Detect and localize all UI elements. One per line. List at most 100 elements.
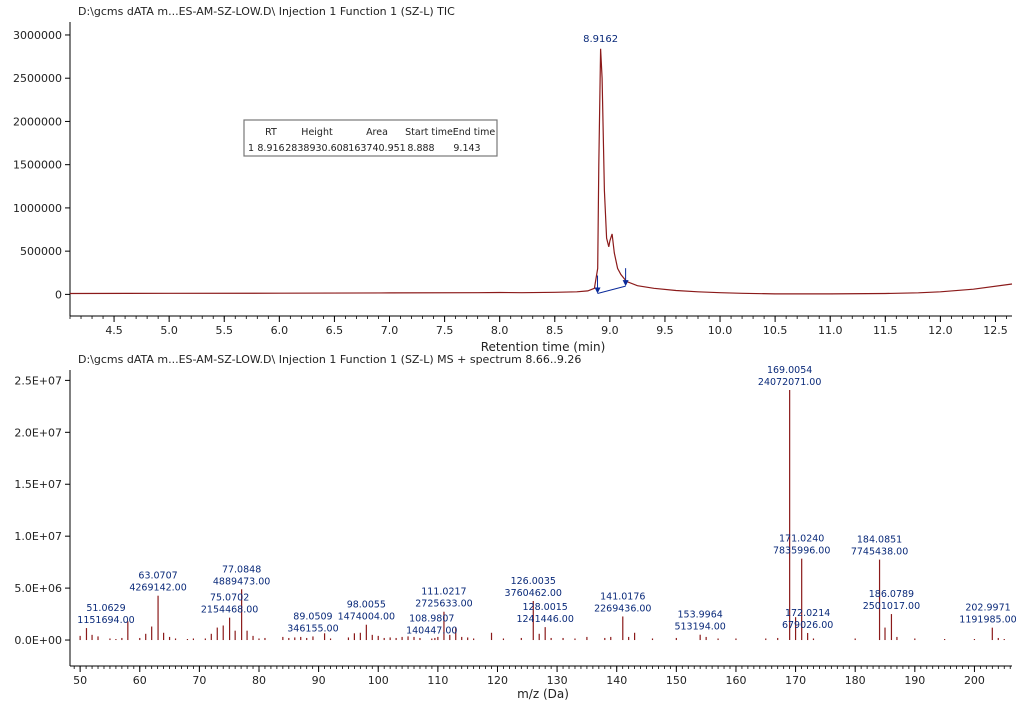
tic-x-tick-label: 4.5 [105, 324, 123, 337]
spectrum-peak-intensity-label: 1191985.00 [959, 615, 1016, 626]
table-cell-rt: 8.916 [257, 143, 284, 154]
integration-table-border [243, 119, 498, 157]
spectrum-peak-mz-label: 111.0217 [421, 587, 466, 598]
tic-marks: 8.9162 [69, 34, 1013, 295]
spectrum-peak-mz-label: 141.0176 [600, 591, 645, 602]
tic-x-tick-label: 7.0 [381, 324, 399, 337]
spectrum-peak-mz-label: 169.0054 [767, 365, 812, 376]
tic-x-axis-label: Retention time (min) [481, 340, 606, 354]
spectrum-peak-mz-label: 108.9807 [409, 614, 454, 625]
spectrum-peak-intensity-label: 513194.00 [674, 622, 725, 633]
spectrum-x-tick-label: 190 [904, 674, 925, 687]
spectrum-y-tick-label: 1.5E+07 [14, 478, 62, 491]
spectrum-peak-mz-label: 202.9971 [965, 603, 1010, 614]
tic-x-tick-label: 12.0 [928, 324, 953, 337]
table-header-start-time: Start time [405, 127, 453, 138]
spectrum-peak-mz-label: 184.0851 [857, 535, 902, 546]
tic-title: D:\gcms dATA m...ES-AM-SZ-LOW.D\ Injecti… [78, 5, 455, 18]
tic-end-marker [622, 280, 629, 287]
tic-peak-label: 8.9162 [583, 34, 618, 45]
spectrum-x-tick-label: 150 [666, 674, 687, 687]
spectrum-x-tick-label: 100 [368, 674, 389, 687]
tic-axes: 0 500000 1000000 1500000 2000000 2500000 30000… [13, 22, 1012, 337]
tic-x-tick-label: 9.5 [656, 324, 674, 337]
table-cell-height: 2838930.608 [285, 143, 348, 154]
tic-x-tick-label: 11.5 [873, 324, 898, 337]
tic-x-tick-label: 10.5 [763, 324, 788, 337]
spectrum-y-tick-label: 0.0E+00 [14, 634, 62, 647]
tic-x-tick-label: 12.5 [983, 324, 1008, 337]
tic-x-tick-label: 7.5 [436, 324, 454, 337]
tic-x-tick-label: 6.5 [326, 324, 344, 337]
spectrum-peak-mz-label: 63.0707 [138, 571, 177, 582]
spectrum-peak-mz-label: 126.0035 [511, 576, 556, 587]
spectrum-peak-intensity-label: 3760462.00 [505, 588, 562, 599]
tic-x-tick-label: 5.5 [215, 324, 233, 337]
spectrum-peak-mz-label: 186.0789 [869, 589, 914, 600]
tic-y-tick-label: 2000000 [13, 115, 62, 128]
spectrum-y-tick-label: 2.5E+07 [14, 374, 62, 387]
spectrum-peak-intensity-label: 2725633.00 [415, 599, 472, 610]
spectrum-peak-mz-label: 77.0848 [222, 564, 261, 575]
tic-start-marker [594, 287, 601, 294]
table-cell-area: 163740.951 [348, 143, 405, 154]
spectrum-peak-mz-label: 128.0015 [523, 602, 568, 613]
spectrum-peak-intensity-label: 24072071.00 [758, 377, 821, 388]
spectrum-peak-mz-label: 153.9964 [677, 610, 722, 621]
spectrum-peak-intensity-label: 140447.00 [406, 626, 457, 637]
spectrum-x-tick-label: 70 [192, 674, 206, 687]
spectrum-x-tick-label: 110 [427, 674, 448, 687]
spectrum-x-axis-label: m/z (Da) [517, 687, 569, 701]
spectrum-x-tick-label: 200 [964, 674, 985, 687]
spectrum-y-tick-label: 1.0E+07 [14, 530, 62, 543]
spectrum-x-tick-label: 170 [785, 674, 806, 687]
spectrum-x-tick-label: 50 [73, 674, 87, 687]
spectrum-peak-intensity-label: 1241446.00 [516, 614, 573, 625]
spectrum-y-tick-label: 5.0E+06 [14, 582, 62, 595]
spectrum-peak-mz-label: 171.0240 [779, 534, 824, 545]
tic-y-tick-label: 1500000 [13, 159, 62, 172]
tic-panel: D:\gcms dATA m...ES-AM-SZ-LOW.D\ Injecti… [13, 5, 1013, 354]
spectrum-x-tick-label: 80 [252, 674, 266, 687]
table-header-height: Height [301, 127, 333, 138]
spectrum-x-tick-label: 90 [312, 674, 326, 687]
spectrum-peak-intensity-label: 2501017.00 [863, 601, 920, 612]
tic-x-tick-label: 6.0 [271, 324, 289, 337]
spectrum-x-tick-label: 160 [725, 674, 746, 687]
tic-y-tick-label: 1000000 [13, 202, 62, 215]
tic-x-tick-label: 8.0 [491, 324, 509, 337]
table-header-rt: RT [265, 127, 277, 138]
table-cell-start-time: 8.888 [407, 143, 434, 154]
spectrum-x-tick-label: 120 [487, 674, 508, 687]
spectrum-x-tick-label: 130 [547, 674, 568, 687]
integration-table: RT Height Area Start time End time 1 8.9… [243, 119, 498, 157]
spectrum-peak-mz-label: 89.0509 [293, 611, 332, 622]
tic-x-tick-label: 8.5 [546, 324, 564, 337]
spectrum-peak-intensity-label: 1474004.00 [338, 612, 395, 623]
tic-x-tick-label: 5.0 [160, 324, 178, 337]
spectrum-title: D:\gcms dATA m...ES-AM-SZ-LOW.D\ Injecti… [78, 353, 581, 366]
table-header-end-time: End time [453, 127, 496, 138]
spectrum-peak-mz-label: 51.0629 [86, 603, 125, 614]
tic-trace-line [69, 48, 1013, 295]
table-cell-end-time: 9.143 [453, 143, 480, 154]
tic-y-tick-label: 2500000 [13, 72, 62, 85]
tic-x-tick-label: 10.0 [708, 324, 733, 337]
tic-x-tick-label: 9.0 [601, 324, 619, 337]
spectrum-peak-intensity-label: 4269142.00 [129, 583, 186, 594]
spectrum-peak-intensity-label: 346155.00 [287, 623, 338, 634]
tic-y-tick-label: 500000 [20, 245, 62, 258]
spectrum-peak-intensity-label: 679026.00 [782, 620, 833, 631]
spectrum-peak-intensity-label: 4889473.00 [213, 576, 270, 587]
spectrum-x-tick-label: 60 [133, 674, 147, 687]
tic-y-tick-label: 0 [55, 288, 62, 301]
spectrum-x-tick-label: 140 [606, 674, 627, 687]
spectrum-peak-intensity-label: 2154468.00 [201, 605, 258, 616]
tic-integration-baseline [597, 285, 626, 295]
tic-x-tick-label: 11.0 [818, 324, 843, 337]
spectrum-peak-mz-label: 98.0055 [347, 600, 386, 611]
spectrum-peak-mz-label: 172.0214 [785, 608, 830, 619]
spectrum-peak-intensity-label: 7835996.00 [773, 546, 830, 557]
